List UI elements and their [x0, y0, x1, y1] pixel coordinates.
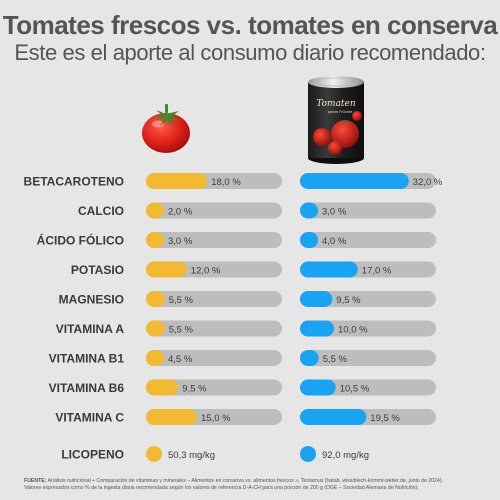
fresh-value-label: 5,5 %: [169, 295, 194, 306]
source-footnote: FUENTE: Análisis nutricional + Comparaci…: [24, 478, 484, 492]
fresh-bar: [146, 350, 164, 366]
canned-bar-track: [300, 320, 436, 337]
fresh-value-label: 15,0 %: [201, 413, 231, 424]
fresh-value-label: 18,0 %: [211, 177, 241, 188]
fresh-lycopene-value: 50,3 mg/kg: [168, 450, 215, 461]
page-title: Tomates frescos vs. tomates en conserva: [2, 10, 498, 40]
category-label: VITAMINA B1: [49, 352, 125, 366]
fresh-value-label: 9,5 %: [182, 383, 207, 394]
category-label: CALCIO: [78, 204, 124, 218]
fresh-value-label: 12,0 %: [191, 265, 221, 276]
canned-bar: [300, 291, 333, 307]
canned-value-label: 9,5 %: [336, 295, 361, 306]
canned-value-label: 4,0 %: [322, 236, 347, 247]
canned-value-label: 17,0 %: [362, 265, 392, 276]
canned-lycopene-value: 92,0 mg/kg: [322, 450, 369, 461]
category-label: VITAMINA C: [55, 411, 124, 425]
fresh-bar: [146, 379, 179, 396]
can-sub-text: ganze Früchte: [328, 110, 353, 114]
canned-bar: [300, 350, 319, 366]
fresh-bar: [146, 320, 165, 337]
category-label: VITAMINA B6: [49, 381, 125, 395]
canned-value-label: 3,0 %: [322, 206, 347, 217]
canned-bar: [300, 261, 358, 278]
fresh-bar: [146, 202, 164, 219]
chart-rows: BETACAROTENO 18,0 % 32,0 % CALCIO 2,0 % 3,0 %…: [24, 173, 443, 462]
canned-bar-track: [300, 202, 436, 219]
fresh-bar: [146, 291, 165, 307]
fresh-bar: [146, 261, 187, 278]
canned-bar: [300, 202, 318, 219]
lycopene-label: LICOPENO: [61, 448, 124, 462]
footnote-line1: Análisis nutricional + Comparación de vi…: [46, 478, 443, 484]
fresh-bar-track: [146, 320, 282, 337]
canned-bar-track: [300, 232, 436, 248]
fresh-value-label: 5,5 %: [169, 324, 194, 335]
canned-bar: [300, 409, 367, 425]
footnote-line2: Valores expresados como % de la ingesta …: [24, 485, 419, 491]
can-brand-text: Tomaten: [316, 99, 356, 109]
canned-bar: [300, 232, 318, 248]
canned-value-label: 10,5 %: [340, 383, 370, 394]
fresh-bar-track: [146, 202, 282, 219]
fresh-bar-track: [146, 350, 282, 366]
category-label: MAGNESIO: [59, 293, 124, 307]
fresh-tomato-icon: [142, 104, 190, 153]
canned-bar: [300, 379, 336, 396]
canned-bar-track: [300, 291, 436, 307]
canned-value-label: 32,0 %: [413, 177, 443, 188]
canned-bar-track: [300, 350, 436, 366]
fresh-bar-track: [146, 379, 282, 396]
category-label: VITAMINA A: [56, 322, 125, 336]
fresh-value-label: 2,0 %: [168, 206, 193, 217]
canned-value-label: 5,5 %: [323, 354, 348, 365]
fresh-bar: [146, 232, 164, 248]
canned-lycopene-dot: [300, 446, 316, 462]
fresh-value-label: 4,5 %: [168, 354, 193, 365]
fresh-bar: [146, 173, 208, 189]
category-label: POTASIO: [71, 263, 124, 277]
category-label: BETACAROTENO: [24, 175, 124, 189]
category-label: ÁCIDO FÓLICO: [37, 233, 124, 248]
fresh-value-label: 3,0 %: [168, 236, 193, 247]
fresh-bar-track: [146, 232, 282, 248]
canned-bar: [300, 173, 409, 189]
fresh-bar-track: [146, 291, 282, 307]
fresh-lycopene-dot: [146, 446, 162, 462]
fresh-bar: [146, 409, 197, 425]
page-subtitle: Este es el aporte al consumo diario reco…: [14, 40, 486, 65]
canned-value-label: 10,0 %: [338, 324, 368, 335]
canned-bar: [300, 320, 334, 337]
footnote-bold: FUENTE:: [24, 478, 47, 484]
canned-value-label: 19,5 %: [370, 413, 400, 424]
tomato-can-icon: Tomaten ganze Früchte: [308, 76, 364, 164]
